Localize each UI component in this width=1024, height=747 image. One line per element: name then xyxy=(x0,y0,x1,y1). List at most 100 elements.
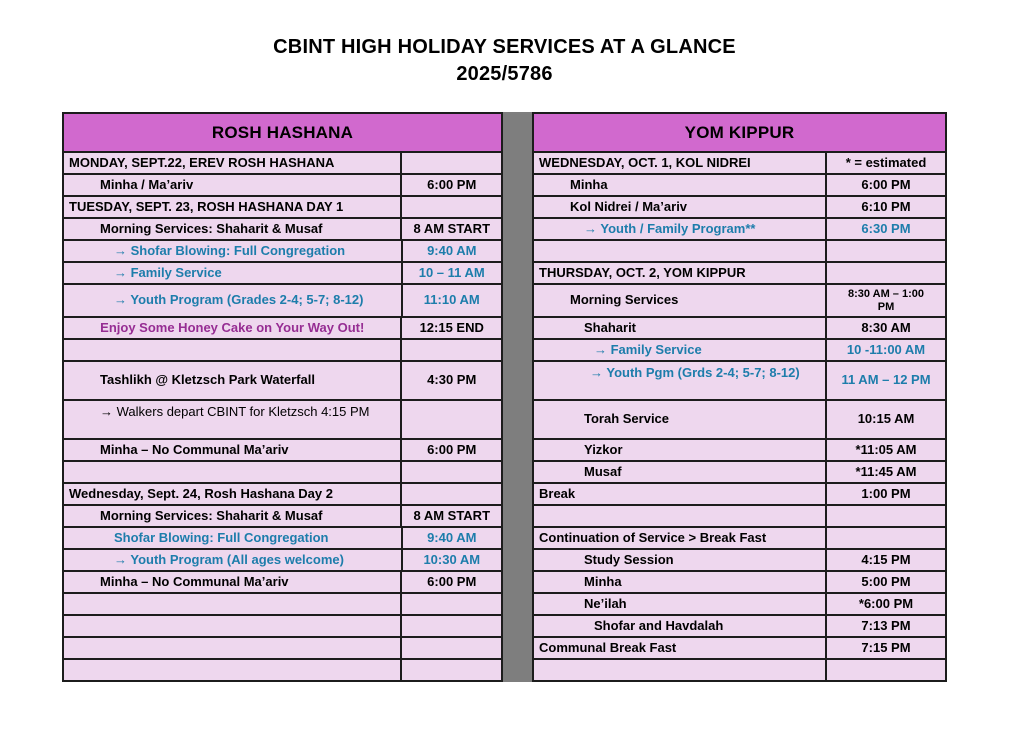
event-cell xyxy=(534,506,825,526)
schedule-row: Minha / Ma’ariv 6:00 PM xyxy=(64,173,501,195)
schedule-row: → Family Service 10 – 11 AM xyxy=(64,261,501,283)
event-cell: → Walkers depart CBINT for Kletzsch 4:15… xyxy=(100,404,370,419)
event-cell: Shofar and Havdalah xyxy=(594,617,724,633)
event-cell: Minha – No Communal Ma’ariv xyxy=(100,441,289,457)
schedule-row: Minha – No Communal Ma’ariv 6:00 PM xyxy=(64,438,501,460)
time-cell: 10 -11:00 AM xyxy=(825,340,945,360)
schedule-row: THURSDAY, OCT. 2, YOM KIPPUR xyxy=(534,261,945,283)
event-cell: → Youth Program (All ages welcome) xyxy=(114,551,344,567)
time-cell: 10 – 11 AM xyxy=(400,263,502,283)
event-cell xyxy=(534,241,825,261)
time-cell: 8 AM START xyxy=(400,219,501,239)
event-cell xyxy=(64,660,400,680)
event-cell: Shofar Blowing: Full Congregation xyxy=(114,529,329,545)
day-header-cell: MONDAY, SEPT.22, EREV ROSH HASHANA xyxy=(69,154,335,170)
schedule-row: Morning Services: Shaharit & Musaf 8 AM S… xyxy=(64,504,501,526)
schedule-row: MONDAY, SEPT.22, EREV ROSH HASHANA xyxy=(64,151,501,173)
title-line2: 2025/5786 xyxy=(456,63,553,85)
schedule-row: Minha 6:00 PM xyxy=(534,173,945,195)
page-title: CBINT HIGH HOLIDAY SERVICES AT A GLANCE … xyxy=(62,34,947,88)
time-cell xyxy=(825,528,945,548)
time-cell: 6:00 PM xyxy=(825,175,945,195)
event-cell: → Youth / Family Program** xyxy=(584,220,756,236)
event-cell: Minha – No Communal Ma’ariv xyxy=(100,573,289,589)
event-cell: Torah Service xyxy=(584,411,670,427)
event-cell: Study Session xyxy=(584,551,674,567)
time-cell: 8 AM START xyxy=(400,506,501,526)
event-cell: Minha xyxy=(584,573,622,589)
schedule-row: Minha 5:00 PM xyxy=(534,570,945,592)
schedule-row xyxy=(534,504,945,526)
time-cell: 6:10 PM xyxy=(825,197,945,217)
event-cell xyxy=(64,616,400,636)
schedule-row xyxy=(64,592,501,614)
event-cell: Enjoy Some Honey Cake on Your Way Out! xyxy=(100,319,365,335)
schedule-row xyxy=(64,338,501,360)
time-cell: *11:05 AM xyxy=(825,440,945,460)
page: CBINT HIGH HOLIDAY SERVICES AT A GLANCE … xyxy=(62,34,947,682)
time-cell: 12:15 END xyxy=(400,318,501,338)
day-header-cell: Continuation of Service > Break Fast xyxy=(539,529,767,545)
time-cell xyxy=(400,660,501,680)
event-cell: → Family Service xyxy=(114,264,222,280)
schedule-row: Morning Services: Shaharit & Musaf 8 AM S… xyxy=(64,217,501,239)
schedule-row: Minha – No Communal Ma’ariv 6:00 PM xyxy=(64,570,501,592)
time-cell: 11 AM – 12 PM xyxy=(825,362,945,399)
time-cell xyxy=(400,401,501,438)
time-cell xyxy=(400,153,501,173)
schedule-row: Enjoy Some Honey Cake on Your Way Out! 12… xyxy=(64,316,501,338)
time-cell: 6:30 PM xyxy=(825,219,945,239)
schedule-row: → Walkers depart CBINT for Kletzsch 4:15… xyxy=(64,399,501,438)
day-header-cell: THURSDAY, OCT. 2, YOM KIPPUR xyxy=(539,264,746,280)
time-cell: 6:00 PM xyxy=(400,175,501,195)
day-header-cell: TUESDAY, SEPT. 23, ROSH HASHANA DAY 1 xyxy=(69,198,344,214)
yom-kippur-header: YOM KIPPUR xyxy=(534,114,945,151)
schedule-row: Morning Services 8:30 AM – 1:00 PM xyxy=(534,283,945,316)
time-cell xyxy=(825,241,945,261)
event-cell: Morning Services: Shaharit & Musaf xyxy=(100,220,323,236)
schedule-row: Break 1:00 PM xyxy=(534,482,945,504)
time-cell: 7:13 PM xyxy=(825,616,945,636)
event-cell: Yizkor xyxy=(584,441,623,457)
event-cell: Shaharit xyxy=(584,319,637,335)
schedule-row: Communal Break Fast 7:15 PM xyxy=(534,636,945,658)
title-line1: CBINT HIGH HOLIDAY SERVICES AT A GLANCE xyxy=(273,36,736,58)
time-cell: *6:00 PM xyxy=(825,594,945,614)
schedule-row xyxy=(64,460,501,482)
rosh-hashana-header: ROSH HASHANA xyxy=(64,114,501,151)
time-cell: 10:15 AM xyxy=(825,401,945,438)
event-cell: → Shofar Blowing: Full Congregation xyxy=(114,242,346,258)
event-cell: Tashlikh @ Kletzsch Park Waterfall xyxy=(100,372,315,388)
time-cell: 7:15 PM xyxy=(825,638,945,658)
schedule-row: TUESDAY, SEPT. 23, ROSH HASHANA DAY 1 xyxy=(64,195,501,217)
time-cell: * = estimated xyxy=(825,153,945,173)
schedule-row: Yizkor *11:05 AM xyxy=(534,438,945,460)
rosh-hashana-table: ROSH HASHANA MONDAY, SEPT.22, EREV ROSH … xyxy=(62,112,503,682)
schedule-row: Shofar and Havdalah 7:13 PM xyxy=(534,614,945,636)
event-cell: Kol Nidrei / Ma’ariv xyxy=(570,198,688,214)
time-cell: 4:30 PM xyxy=(400,362,501,399)
schedule-table: ROSH HASHANA MONDAY, SEPT.22, EREV ROSH … xyxy=(62,112,947,682)
time-cell: 10:30 AM xyxy=(400,550,502,570)
schedule-row xyxy=(534,658,945,680)
day-header-cell: Wednesday, Sept. 24, Rosh Hashana Day 2 xyxy=(69,485,333,501)
time-cell: 5:00 PM xyxy=(825,572,945,592)
table-divider xyxy=(503,112,532,682)
schedule-row xyxy=(64,614,501,636)
event-cell xyxy=(64,340,400,360)
time-cell xyxy=(825,660,945,680)
time-cell xyxy=(400,638,501,658)
time-cell: 6:00 PM xyxy=(400,572,501,592)
schedule-row: Torah Service 10:15 AM xyxy=(534,399,945,438)
time-cell xyxy=(400,462,501,482)
event-cell: → Youth Program (Grades 2-4; 5-7; 8-12) xyxy=(114,292,364,308)
time-cell: 8:30 AM xyxy=(825,318,945,338)
schedule-row: → Shofar Blowing: Full Congregation 9:40 … xyxy=(64,239,501,261)
schedule-row: Tashlikh @ Kletzsch Park Waterfall 4:30 P… xyxy=(64,360,501,399)
event-cell: → Youth Pgm (Grds 2-4; 5-7; 8-12) xyxy=(590,365,800,380)
event-cell: Musaf xyxy=(584,463,622,479)
schedule-row: Continuation of Service > Break Fast xyxy=(534,526,945,548)
schedule-row: Study Session 4:15 PM xyxy=(534,548,945,570)
schedule-row: → Youth Program (All ages welcome) 10:30 … xyxy=(64,548,501,570)
event-cell xyxy=(64,462,400,482)
